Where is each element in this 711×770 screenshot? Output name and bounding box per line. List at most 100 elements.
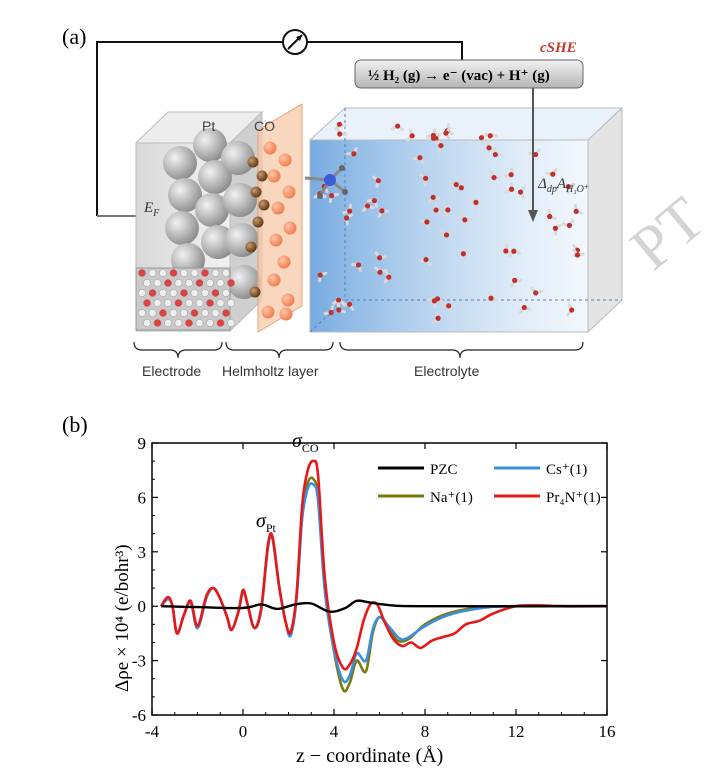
pt-label: Pt [202,118,215,134]
y-tick-label: 0 [138,597,147,616]
lattice-atom [138,269,146,277]
legend: PZC Na⁺(1) Cs⁺(1) Pr₄N⁺(1) [378,462,601,506]
pt-atom [221,141,255,175]
lattice-atom [143,319,151,327]
dp-label: ΔdpAH₃O⁺ [537,176,589,195]
legend-label-pr4n: Pr₄N⁺(1) [546,490,601,506]
legend-label-cs: Cs⁺(1) [546,462,587,478]
lattice-atom [180,289,188,297]
y-axis-label: Δρe × 10⁴ (e/bohr³) [112,544,133,692]
reaction-text: ½ H₂ (g) → e⁻ (vac) + H⁺ (g) [368,68,550,84]
y-tick-label: -6 [132,706,146,725]
water-molecule [427,194,441,204]
lattice-atom [211,269,220,277]
lattice-atom [222,289,230,297]
water-molecule [434,140,444,153]
pt-atom [225,223,259,257]
series-lines [160,459,608,693]
lattice-atom [148,309,157,317]
annotation-sigma-co: σCO [292,430,319,455]
water-molecule [489,170,502,181]
water-molecule [374,266,388,275]
oxygen-atom [267,169,281,183]
water-molecule [412,155,425,165]
region-helmholtz: Helmholtz layer [222,363,319,379]
water-molecule [374,251,387,261]
water-molecule [427,297,437,309]
carbon-atom [249,286,261,298]
water-molecule [336,302,346,314]
lattice-atom [143,299,151,307]
oxygen-atom [278,153,292,167]
water-molecule [530,286,543,296]
water-molecule [377,208,390,218]
ef-label: EF [143,200,160,219]
series-line-cs [160,482,608,684]
water-molecule [448,178,461,188]
carbon-atom [256,170,268,182]
co-label: CO [254,118,275,134]
water-molecule [335,126,348,137]
water-molecule [486,133,498,143]
lattice-atom [195,299,204,307]
series-line-na [160,476,608,693]
region-electrolyte: Electrolyte [414,363,480,379]
water-molecule [441,303,453,313]
lattice-atom [164,299,172,307]
pt-atom [168,178,202,212]
lattice-atom [201,269,209,277]
lattice-atom [138,309,146,317]
lattice-atom [159,289,167,297]
lattice-atom [174,299,183,307]
water-molecule [440,229,454,238]
lattice-atom [216,299,225,307]
oxygen-atom [261,305,275,319]
voltmeter-icon [282,29,308,55]
lattice-atom [185,279,193,287]
water-molecule [566,303,575,317]
annotation-sigma-pt: σPt [256,510,277,535]
water-molecule [492,147,503,158]
carbon-atom [247,156,259,168]
reaction-box [354,59,584,89]
water-molecule [343,213,354,226]
water-molecule [460,248,470,261]
water-molecule [573,203,584,215]
lattice-atom [216,279,225,287]
lattice-atom [169,289,178,297]
axes: -4 0 4 8 12 16 -6 -3 0 3 6 9 [132,434,616,741]
water-molecule [510,277,523,288]
y-tick-label: -3 [132,652,146,671]
y-tick-label: 3 [138,543,147,562]
water-molecule [565,182,576,195]
water-molecule [342,203,353,215]
water-molecule [346,146,358,157]
electrolyte-box [308,106,624,334]
panel-b: (b) -4 0 4 8 12 16 -6 -3 0 3 6 9 σPt σCO PZC Na⁺(1)… [62,412,616,767]
y-tick-label: 6 [138,488,147,507]
x-tick-label: 0 [239,722,248,741]
water-molecule [391,123,405,132]
pt-atom [223,183,257,217]
water-molecule [518,304,532,314]
panel-a: (a) cSHE ½ H₂ (g) → e⁻ (vac) + H⁺ (g) [62,24,711,379]
surface-lattice [138,269,235,327]
water-molecule [419,219,431,230]
lattice-atom [201,309,209,317]
cshe-label: cSHE [540,40,577,56]
lattice-atom [185,299,193,307]
lattice-atom [206,299,214,307]
lattice-atom [164,319,172,327]
x-axis-label: z − coordinate (Å) [296,745,443,767]
water-molecule [317,271,328,283]
water-molecule [443,203,451,217]
lattice-atom [153,299,162,307]
watermark-text: PT [618,184,711,283]
water-molecule [443,126,452,140]
lattice-atom [227,319,235,327]
lattice-atom [169,309,178,317]
pt-atom [195,193,229,227]
legend-label-na: Na⁺(1) [430,490,473,506]
water-molecule [572,248,585,258]
lattice-atom [222,309,230,317]
